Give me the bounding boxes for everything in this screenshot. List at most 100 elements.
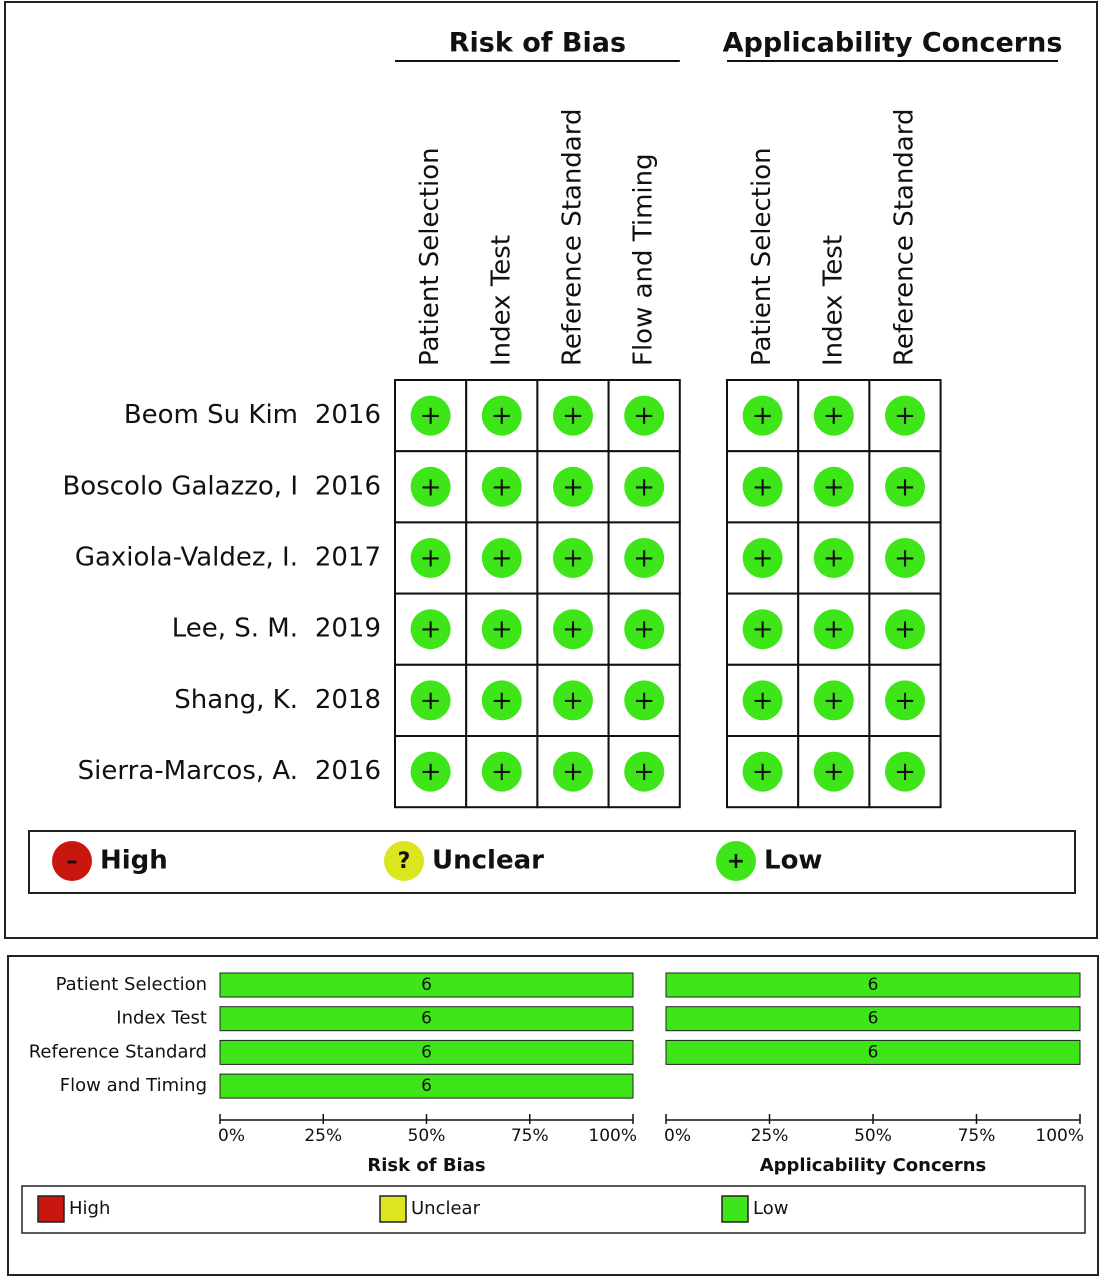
x-tick-label: 75% bbox=[511, 1126, 549, 1146]
rating-circle bbox=[624, 538, 665, 578]
rating-symbol: + bbox=[823, 615, 845, 645]
x-tick-label: 25% bbox=[751, 1126, 789, 1146]
bar-count: 6 bbox=[421, 1042, 432, 1062]
rating-symbol: + bbox=[823, 401, 845, 431]
group-title: Risk of Bias bbox=[449, 28, 626, 59]
legend-symbol: – bbox=[67, 849, 78, 874]
rating-circle bbox=[885, 680, 925, 721]
study-author: Beom Su Kim bbox=[124, 400, 298, 430]
x-axis-title: Risk of Bias bbox=[367, 1155, 485, 1176]
rating-circle bbox=[742, 751, 783, 792]
study-author: Gaxiola-Valdez, I. bbox=[75, 543, 298, 573]
cell bbox=[394, 663, 468, 737]
rating-symbol: + bbox=[491, 757, 513, 787]
rating-circle bbox=[481, 680, 522, 721]
x-tick-label: 0% bbox=[218, 1126, 245, 1146]
rating-symbol: + bbox=[752, 757, 774, 787]
rating-symbol: + bbox=[633, 615, 655, 645]
rating-circle bbox=[553, 609, 593, 650]
bar-segment bbox=[219, 1073, 634, 1099]
rating-symbol: + bbox=[823, 544, 845, 574]
bar-count: 6 bbox=[868, 1009, 879, 1029]
rating-circle bbox=[481, 538, 522, 578]
rating-circle bbox=[624, 751, 665, 792]
rating-symbol: + bbox=[562, 472, 584, 502]
graph-frame bbox=[7, 955, 1099, 1276]
rating-symbol: + bbox=[752, 544, 774, 574]
summary-legend-frame bbox=[28, 830, 1076, 894]
domain-label: Flow and Timing bbox=[629, 153, 659, 366]
legend-swatch bbox=[37, 1195, 65, 1223]
rating-circle bbox=[410, 395, 451, 436]
legend-swatch bbox=[379, 1195, 407, 1223]
x-tick-label: 50% bbox=[854, 1126, 892, 1146]
category-label: Patient Selection bbox=[56, 974, 207, 995]
rating-symbol: + bbox=[420, 615, 442, 645]
study-year: 2016 bbox=[315, 471, 381, 501]
bar-count: 6 bbox=[868, 975, 879, 995]
bar-count: 6 bbox=[868, 1042, 879, 1062]
rating-symbol: + bbox=[894, 757, 916, 787]
rating-symbol: + bbox=[752, 615, 774, 645]
rating-circle bbox=[624, 466, 665, 507]
rating-symbol: + bbox=[823, 757, 845, 787]
category-label: Index Test bbox=[116, 1008, 207, 1029]
domain-label: Reference Standard bbox=[558, 109, 588, 366]
rating-circle bbox=[742, 466, 783, 507]
domain-label: Index Test bbox=[486, 235, 516, 366]
rating-symbol: + bbox=[562, 686, 584, 716]
study-author: Shang, K. bbox=[174, 685, 298, 715]
x-tick-label: 25% bbox=[304, 1126, 342, 1146]
rating-symbol: + bbox=[894, 615, 916, 645]
rating-circle bbox=[813, 395, 854, 436]
rating-circle bbox=[553, 466, 593, 507]
rating-symbol: + bbox=[633, 686, 655, 716]
rating-circle bbox=[742, 395, 783, 436]
rating-symbol: + bbox=[420, 401, 442, 431]
rating-circle bbox=[813, 680, 854, 721]
legend-circle bbox=[716, 841, 756, 881]
rating-symbol: + bbox=[491, 472, 513, 502]
legend-label: Low bbox=[764, 846, 822, 876]
x-tick-label: 75% bbox=[958, 1126, 996, 1146]
rating-circle bbox=[813, 538, 854, 578]
bar-count: 6 bbox=[421, 1009, 432, 1029]
category-label: Reference Standard bbox=[29, 1041, 207, 1062]
legend-swatch bbox=[721, 1195, 749, 1223]
rating-symbol: + bbox=[420, 472, 442, 502]
rating-circle bbox=[553, 751, 593, 792]
x-axis-title: Applicability Concerns bbox=[760, 1155, 987, 1176]
legend-symbol: + bbox=[727, 849, 745, 874]
domain-label: Index Test bbox=[818, 235, 848, 366]
domain-label: Reference Standard bbox=[890, 109, 920, 366]
rating-circle bbox=[885, 609, 925, 650]
rating-circle bbox=[410, 538, 451, 578]
rating-symbol: + bbox=[562, 544, 584, 574]
rating-symbol: + bbox=[491, 615, 513, 645]
rating-circle bbox=[481, 466, 522, 507]
category-label: Flow and Timing bbox=[60, 1075, 207, 1096]
rating-circle bbox=[553, 538, 593, 578]
x-tick-label: 100% bbox=[1035, 1126, 1084, 1146]
rating-circle bbox=[742, 538, 783, 578]
legend-label: High bbox=[69, 1198, 110, 1219]
study-year: 2017 bbox=[315, 543, 381, 573]
rating-symbol: + bbox=[633, 401, 655, 431]
bar-segment bbox=[219, 972, 634, 998]
rating-symbol: + bbox=[562, 401, 584, 431]
rating-symbol: + bbox=[633, 757, 655, 787]
rating-symbol: + bbox=[894, 401, 916, 431]
rating-symbol: + bbox=[823, 686, 845, 716]
rating-circle bbox=[553, 680, 593, 721]
rating-circle bbox=[885, 466, 925, 507]
rating-symbol: + bbox=[491, 686, 513, 716]
rating-circle bbox=[410, 751, 451, 792]
study-year: 2016 bbox=[315, 756, 381, 786]
rating-symbol: + bbox=[420, 686, 442, 716]
legend-circle bbox=[52, 841, 92, 881]
rating-circle bbox=[481, 751, 522, 792]
study-year: 2018 bbox=[315, 685, 381, 715]
rating-symbol: + bbox=[894, 544, 916, 574]
cell bbox=[465, 521, 539, 595]
study-year: 2019 bbox=[315, 614, 381, 644]
